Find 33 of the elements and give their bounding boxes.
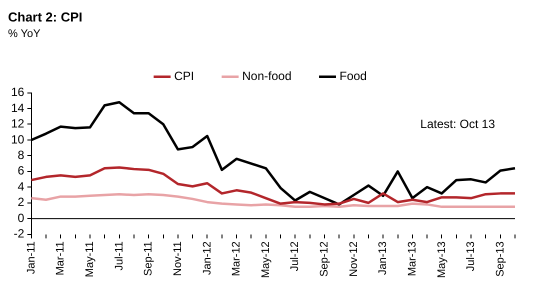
x-tick-label: Sep-11 bbox=[142, 241, 155, 276]
x-tick-label: Jan-12 bbox=[201, 241, 214, 275]
x-tick-label: Jan-11 bbox=[25, 241, 38, 274]
x-tick-label: Sep-12 bbox=[318, 241, 330, 277]
x-tick-label: Mar-13 bbox=[406, 241, 418, 276]
y-tick-label: 16 bbox=[10, 85, 25, 100]
x-tick-label: Jan-13 bbox=[377, 241, 390, 275]
x-tick-label: Sep-13 bbox=[494, 241, 506, 277]
y-tick-label: 14 bbox=[10, 100, 25, 115]
y-tick-label: 6 bbox=[18, 164, 25, 178]
legend-label: Non-food bbox=[242, 69, 292, 84]
legend-label: Food bbox=[340, 69, 367, 84]
x-tick-label: May-12 bbox=[260, 241, 272, 278]
annotation: Latest: Oct 13 bbox=[420, 117, 496, 132]
y-tick-label: 12 bbox=[10, 116, 25, 131]
x-tick-label: Jul-12 bbox=[289, 241, 302, 272]
y-tick-label: 2 bbox=[18, 195, 25, 210]
x-tick-label: Mar-12 bbox=[230, 241, 243, 276]
x-tick-label: Mar-11 bbox=[54, 241, 67, 276]
y-tick-label: 8 bbox=[18, 148, 25, 162]
x-tick-label: Nov-11 bbox=[172, 241, 184, 276]
y-tick-label: 0 bbox=[18, 210, 25, 225]
x-tick-label: May-11 bbox=[84, 241, 96, 278]
x-tick-label: May-13 bbox=[436, 241, 448, 278]
y-tick-label: -2 bbox=[14, 226, 25, 241]
chart-title: Chart 2: CPI bbox=[8, 9, 82, 24]
x-tick-label: Nov-12 bbox=[348, 241, 360, 277]
x-tick-label: Jul-13 bbox=[465, 241, 478, 272]
legend-label: CPI bbox=[174, 69, 194, 84]
chart-subtitle: % YoY bbox=[8, 28, 42, 40]
y-tick-label: 4 bbox=[18, 179, 25, 194]
x-tick-label: Jul-11 bbox=[113, 241, 126, 270]
y-tick-label: 10 bbox=[10, 132, 25, 146]
